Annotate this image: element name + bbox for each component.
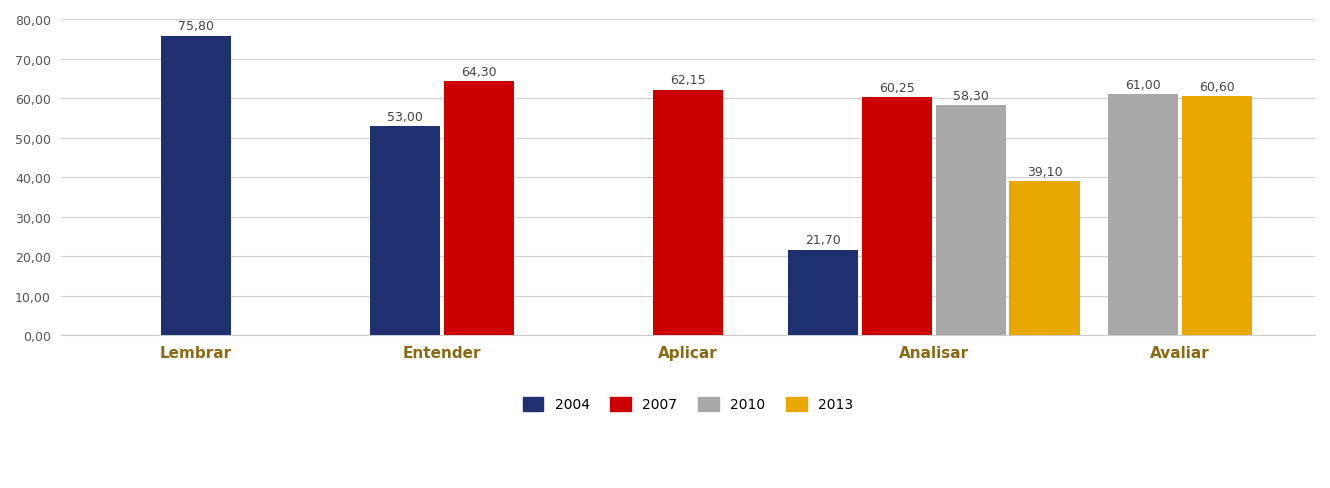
Text: 62,15: 62,15 bbox=[670, 74, 706, 87]
Bar bbox=[862, 98, 932, 336]
Text: 39,10: 39,10 bbox=[1027, 165, 1063, 178]
Bar bbox=[935, 105, 1005, 336]
Bar bbox=[1108, 95, 1178, 336]
Text: 21,70: 21,70 bbox=[805, 234, 841, 247]
Bar bbox=[370, 126, 440, 336]
Bar bbox=[653, 90, 724, 336]
Text: 60,60: 60,60 bbox=[1198, 81, 1234, 93]
Legend: 2004, 2007, 2010, 2013: 2004, 2007, 2010, 2013 bbox=[517, 391, 859, 417]
Bar bbox=[444, 82, 513, 336]
Bar bbox=[1009, 182, 1080, 336]
Text: 64,30: 64,30 bbox=[462, 66, 496, 79]
Text: 75,80: 75,80 bbox=[178, 20, 214, 33]
Text: 61,00: 61,00 bbox=[1125, 79, 1161, 92]
Text: 58,30: 58,30 bbox=[952, 89, 988, 102]
Text: 53,00: 53,00 bbox=[387, 110, 423, 123]
Bar bbox=[161, 37, 231, 336]
Bar bbox=[1181, 97, 1252, 336]
Text: 60,25: 60,25 bbox=[879, 82, 915, 95]
Bar bbox=[789, 250, 858, 336]
